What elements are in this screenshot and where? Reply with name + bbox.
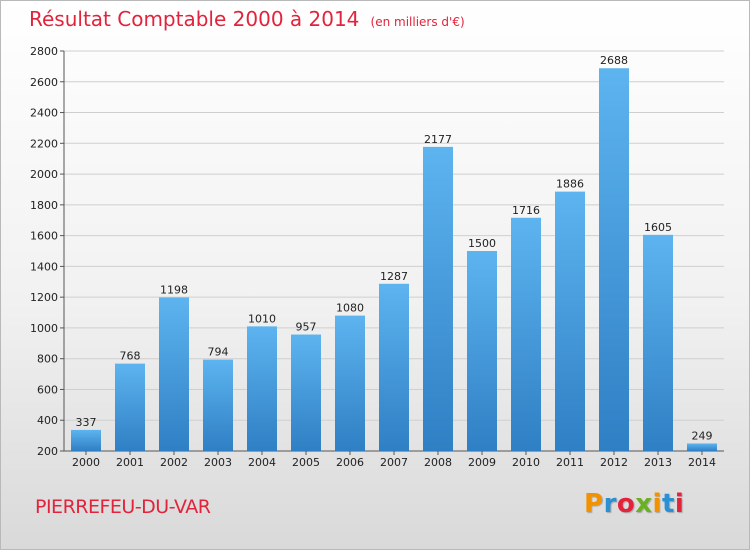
chart-title-text: Résultat Comptable 2000 à 2014 (29, 7, 360, 31)
y-tick-label: 1200 (30, 291, 58, 304)
x-tick-label: 2002 (160, 456, 188, 469)
x-tick-label: 2005 (292, 456, 320, 469)
logo-letter: P (584, 489, 604, 519)
data-label: 1605 (644, 221, 672, 234)
bar-2013 (643, 234, 673, 451)
data-label: 1010 (248, 312, 276, 325)
bars (71, 68, 717, 451)
bar-2003 (203, 359, 233, 451)
y-tick-label: 1400 (30, 260, 58, 273)
x-tick-label: 2009 (468, 456, 496, 469)
y-tick-label: 2600 (30, 76, 58, 89)
proxiti-logo: Proxiti (584, 489, 684, 519)
x-tick-label: 2011 (556, 456, 584, 469)
y-tick-label: 2400 (30, 107, 58, 120)
data-labels: 337 768 1198 794 1010 957 1080 1287 2177 1500 1716… (76, 54, 713, 442)
data-label: 1716 (512, 204, 540, 217)
bar-2001 (115, 363, 145, 451)
bar-2002 (159, 297, 189, 451)
bar-2007 (379, 283, 409, 451)
logo-letter: r (603, 489, 617, 519)
y-tick-label: 1600 (30, 230, 58, 243)
chart-title: Résultat Comptable 2000 à 2014 (en milli… (29, 7, 465, 31)
x-tick-label: 2013 (644, 456, 672, 469)
y-tick-label: 1800 (30, 199, 58, 212)
axes: 200 400 600 800 1000 1200 1400 1600 1800 2000 2200… (30, 45, 724, 469)
data-label: 794 (208, 346, 229, 359)
chart-unit-note: (en milliers d'€) (370, 15, 465, 29)
x-tick-label: 2004 (248, 456, 276, 469)
bar-2008 (423, 146, 453, 451)
y-tick-label: 2200 (30, 137, 58, 150)
x-tick-label: 2008 (424, 456, 452, 469)
y-tick-label: 600 (37, 383, 58, 396)
bar-2012 (599, 68, 629, 451)
data-label: 337 (76, 416, 97, 429)
data-label: 957 (296, 321, 317, 334)
data-label: 2177 (424, 133, 452, 146)
data-label: 1500 (468, 237, 496, 250)
data-label: 1198 (160, 283, 188, 296)
data-label: 2688 (600, 54, 628, 67)
y-tick-label: 800 (37, 353, 58, 366)
commune-name: PIERREFEU-DU-VAR (35, 496, 211, 518)
logo-letter: t (661, 489, 675, 519)
data-label: 249 (692, 429, 713, 442)
bar-2014 (687, 443, 717, 451)
data-label: 1886 (556, 178, 584, 191)
bar-2004 (247, 326, 277, 451)
bar-2000 (71, 429, 101, 451)
x-tick-label: 2010 (512, 456, 540, 469)
logo-letter: o (616, 489, 636, 519)
y-tick-label: 200 (37, 445, 58, 458)
bar-2006 (335, 315, 365, 451)
x-tick-label: 2003 (204, 456, 232, 469)
data-label: 768 (120, 350, 141, 363)
y-tick-label: 400 (37, 414, 58, 427)
x-tick-label: 2014 (688, 456, 716, 469)
bar-2010 (511, 217, 541, 451)
data-label: 1080 (336, 302, 364, 315)
logo-letter: i (652, 489, 662, 519)
logo-letter: x (635, 489, 653, 519)
data-label: 1287 (380, 270, 408, 283)
bar-2005 (291, 334, 321, 451)
x-tick-label: 2012 (600, 456, 628, 469)
y-tick-label: 2000 (30, 168, 58, 181)
x-tick-label: 2001 (116, 456, 144, 469)
x-tick-label: 2006 (336, 456, 364, 469)
logo-letter: i (674, 489, 685, 519)
bar-2009 (467, 251, 497, 451)
y-tick-label: 1000 (30, 322, 58, 335)
x-tick-label: 2007 (380, 456, 408, 469)
y-tick-label: 2800 (30, 45, 58, 58)
bar-2011 (555, 191, 585, 451)
x-tick-label: 2000 (72, 456, 100, 469)
